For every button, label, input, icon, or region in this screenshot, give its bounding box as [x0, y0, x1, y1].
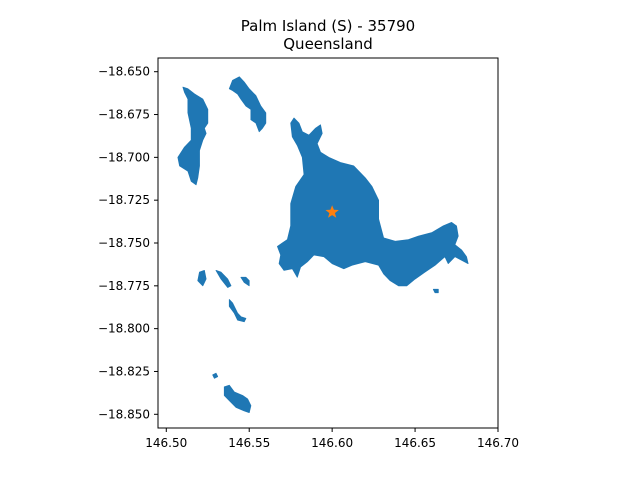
y-tick-label: −18.675 — [98, 108, 150, 122]
island-small-rock-east — [432, 288, 439, 294]
y-tick-label: −18.750 — [98, 236, 150, 250]
y-tick-label: −18.700 — [98, 150, 150, 164]
map-title-line2: Queensland — [283, 35, 372, 53]
y-tick-label: −18.775 — [98, 279, 150, 293]
y-tick-label: −18.725 — [98, 193, 150, 207]
island-fantome-islet-4 — [228, 299, 247, 323]
island-orpheus-island — [177, 86, 209, 186]
y-tick-label: −18.825 — [98, 364, 150, 378]
island-great-palm-island — [276, 117, 469, 287]
x-axis: 146.50 146.55 146.60 146.65 146.70 — [145, 428, 519, 450]
island-curacoa-island — [223, 384, 252, 414]
y-tick-label: −18.800 — [98, 322, 150, 336]
y-axis: −18.650 −18.675 −18.700 −18.725 −18.750 −18.7… — [98, 65, 158, 421]
map-title-line1: Palm Island (S) - 35790 — [241, 17, 415, 35]
island-pelorus-island — [228, 76, 267, 133]
x-tick-label: 146.60 — [311, 436, 353, 450]
island-fantome-islet-1 — [197, 269, 207, 287]
land-layer — [177, 76, 469, 414]
x-tick-label: 146.65 — [394, 436, 436, 450]
centroid-star-marker — [325, 205, 339, 218]
y-tick-label: −18.850 — [98, 407, 150, 421]
x-tick-label: 146.55 — [228, 436, 270, 450]
x-tick-label: 146.50 — [145, 436, 187, 450]
island-fantome-islet-3 — [240, 276, 250, 287]
island-fantome-islet-2 — [215, 269, 232, 288]
x-tick-label: 146.70 — [477, 436, 519, 450]
island-curacoa-islet — [212, 372, 219, 379]
marker-layer — [325, 205, 339, 218]
y-tick-label: −18.650 — [98, 65, 150, 79]
